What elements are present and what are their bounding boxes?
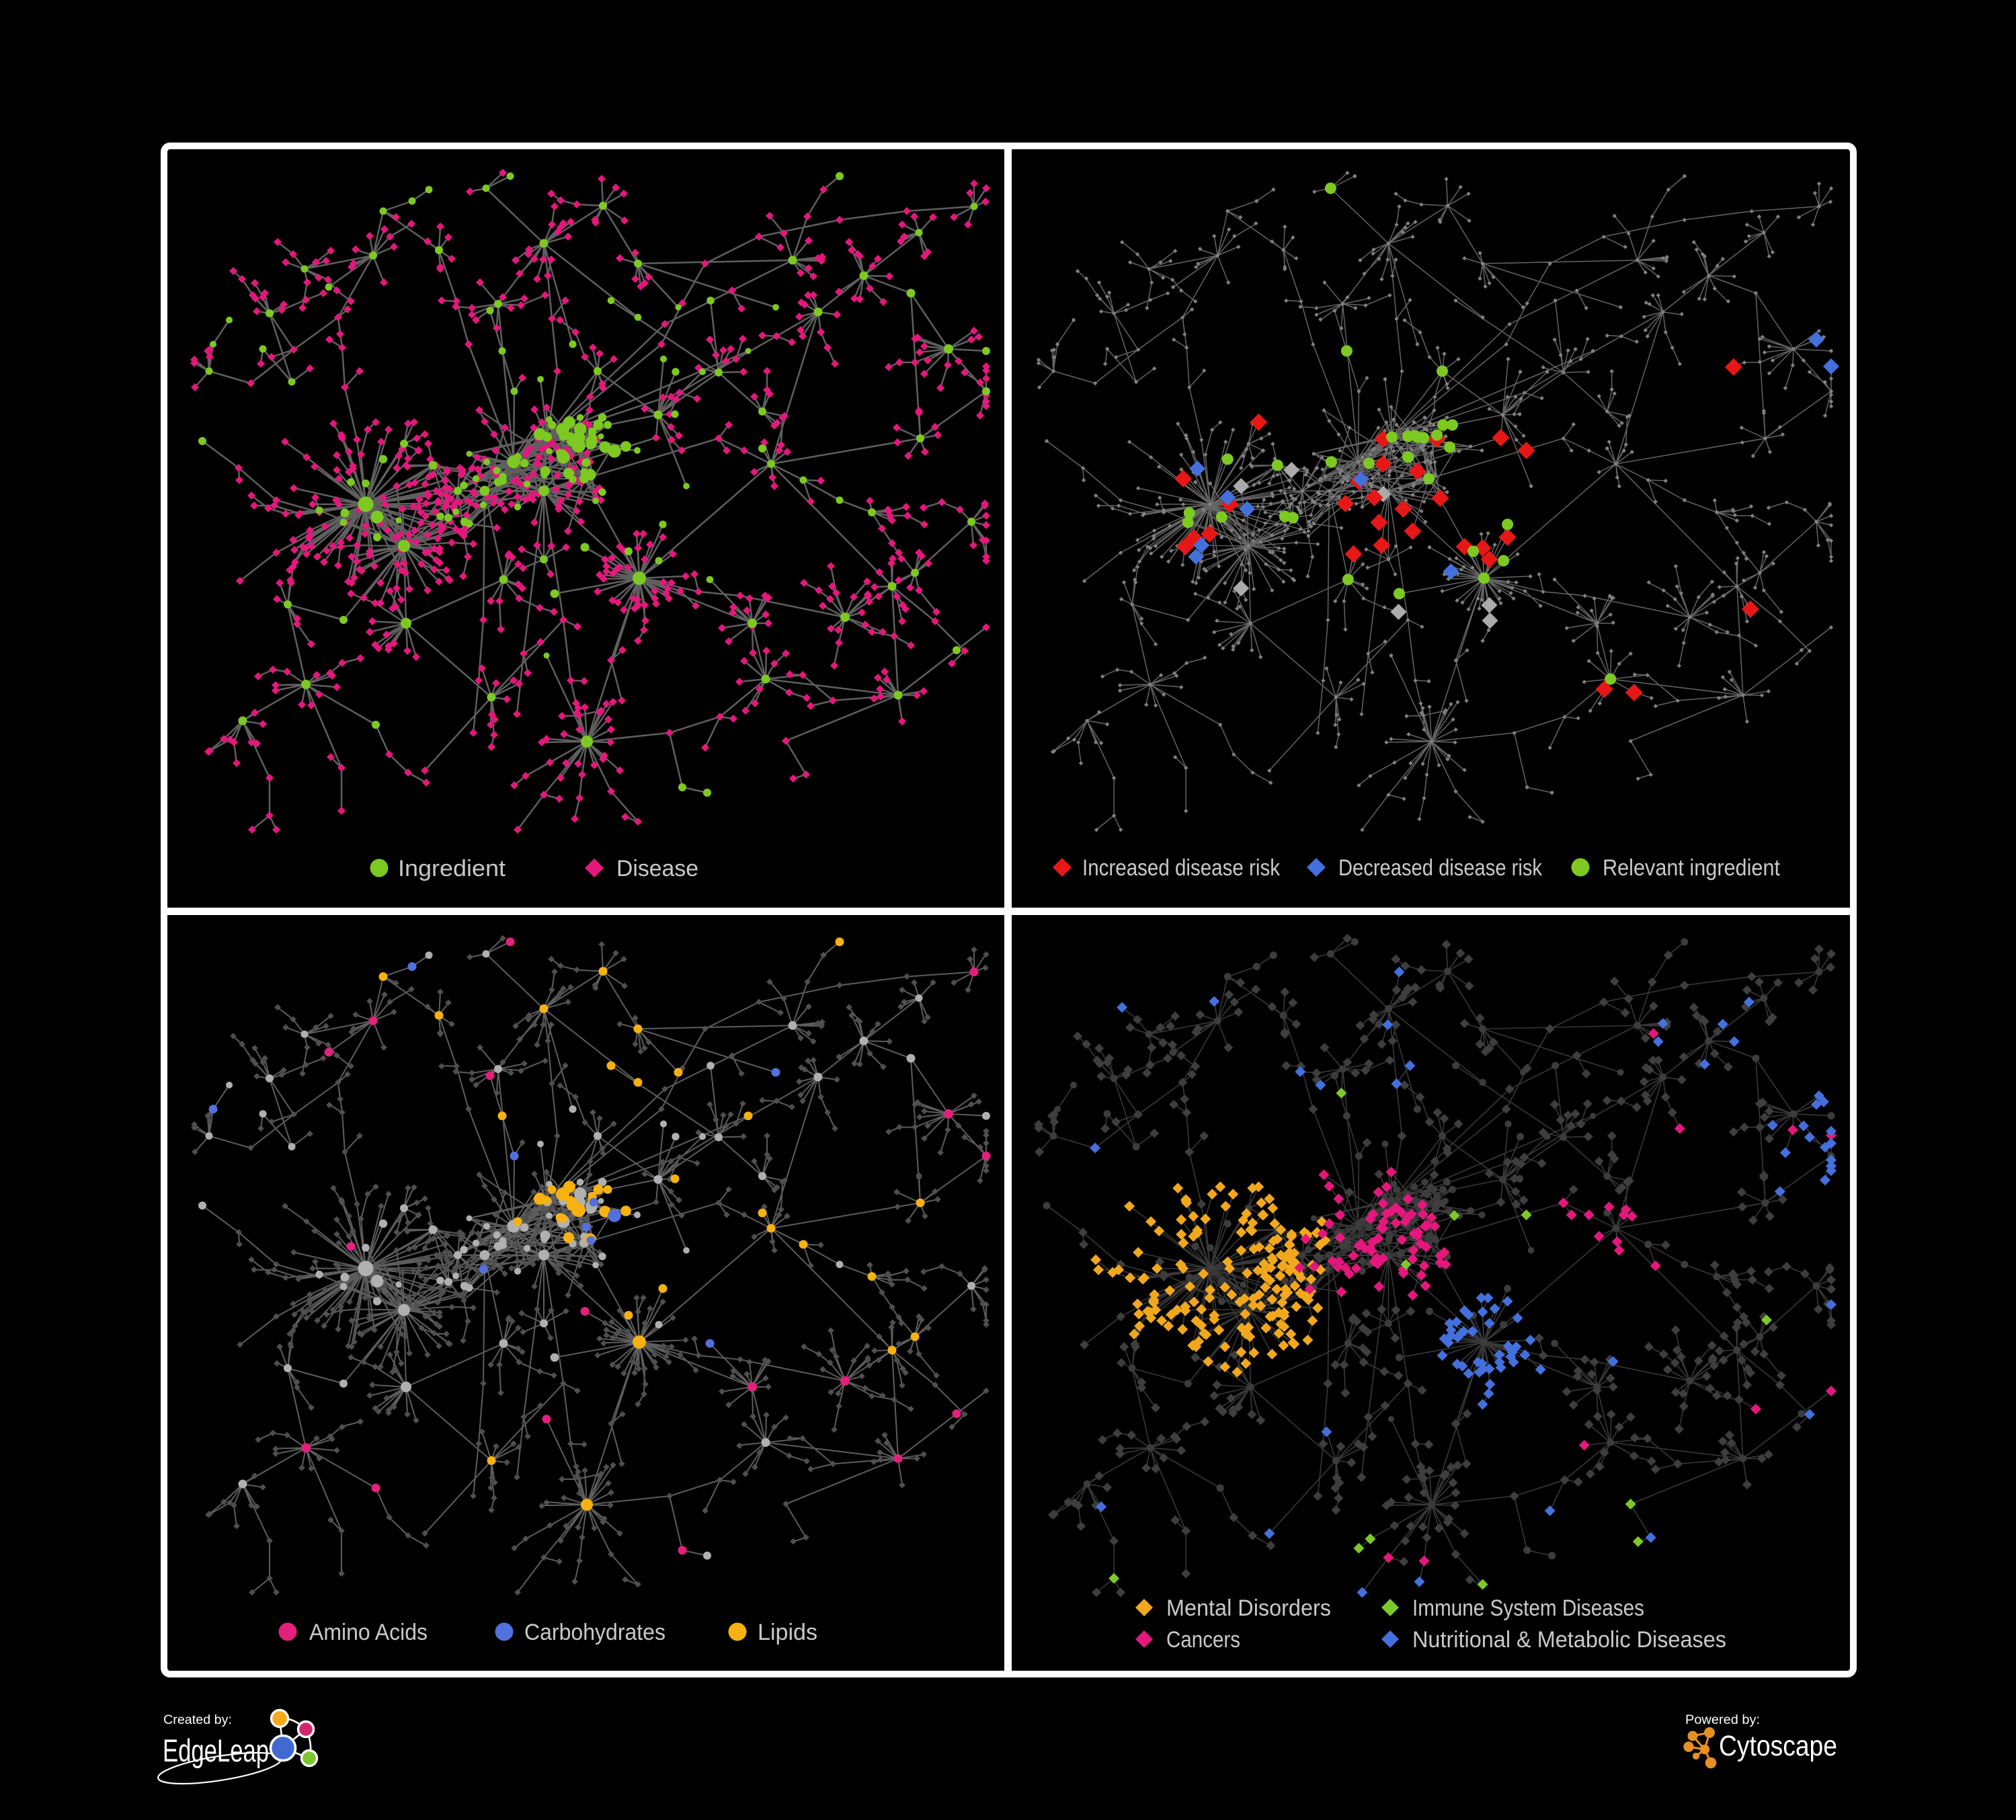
svg-text:Nutritional & Metabolic Diseas: Nutritional & Metabolic Diseases [1412, 1627, 1726, 1653]
svg-text:Ingredient: Ingredient [398, 856, 506, 881]
svg-text:Disease: Disease [616, 856, 698, 881]
svg-text:Powered by:: Powered by: [1685, 1713, 1760, 1727]
svg-text:Amino Acids: Amino Acids [309, 1620, 428, 1645]
svg-text:Created by:: Created by: [163, 1713, 232, 1727]
svg-text:Increased disease risk: Increased disease risk [1082, 855, 1281, 881]
svg-text:Carbohydrates: Carbohydrates [524, 1620, 666, 1645]
svg-text:Decreased disease risk: Decreased disease risk [1338, 855, 1543, 881]
svg-text:EdgeLeap: EdgeLeap [163, 1733, 269, 1768]
svg-text:Cytoscape: Cytoscape [1719, 1730, 1837, 1762]
svg-text:Cancers: Cancers [1166, 1627, 1240, 1653]
svg-text:Relevant ingredient: Relevant ingredient [1603, 855, 1780, 881]
svg-text:Lipids: Lipids [758, 1620, 817, 1645]
svg-text:Mental Disorders: Mental Disorders [1166, 1595, 1331, 1621]
svg-text:Immune System Diseases: Immune System Diseases [1412, 1595, 1644, 1621]
